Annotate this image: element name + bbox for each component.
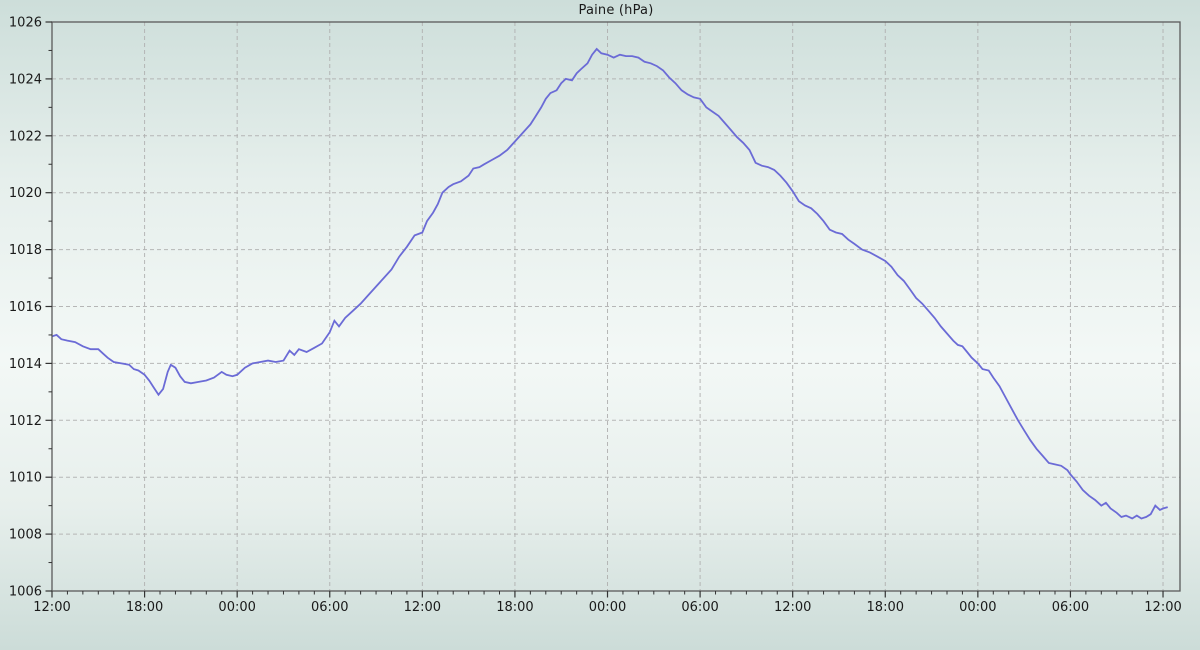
y-axis-tick-label: 1020 xyxy=(9,186,42,201)
x-axis-tick-label: 18:00 xyxy=(496,600,533,615)
x-axis-tick-label: 12:00 xyxy=(33,600,70,615)
x-axis-tick-label: 18:00 xyxy=(126,600,163,615)
x-axis-tick-label: 06:00 xyxy=(1052,600,1089,615)
x-axis-tick-label: 18:00 xyxy=(867,600,904,615)
y-axis-tick-label: 1006 xyxy=(9,585,42,600)
y-axis-tick-label: 1008 xyxy=(9,528,42,543)
x-axis-tick-label: 12:00 xyxy=(404,600,441,615)
chart-title: Paine (hPa) xyxy=(578,3,654,18)
x-axis-tick-label: 06:00 xyxy=(311,600,348,615)
x-axis-tick-label: 12:00 xyxy=(1144,600,1181,615)
y-axis-tick-label: 1026 xyxy=(9,16,42,31)
x-axis-tick-label: 00:00 xyxy=(589,600,626,615)
y-axis-tick-label: 1010 xyxy=(9,471,42,486)
x-axis-tick-label: 06:00 xyxy=(681,600,718,615)
y-axis-tick-label: 1012 xyxy=(9,414,42,429)
x-axis-tick-label: 00:00 xyxy=(959,600,996,615)
y-axis-tick-label: 1016 xyxy=(9,300,42,315)
pressure-line xyxy=(51,47,1168,520)
y-axis-tick-label: 1014 xyxy=(9,357,42,372)
x-axis-tick-label: 00:00 xyxy=(218,600,255,615)
y-axis-tick-label: 1022 xyxy=(9,129,42,144)
x-axis-tick-label: 12:00 xyxy=(774,600,811,615)
y-axis-tick-label: 1024 xyxy=(9,72,42,87)
y-axis-tick-label: 1018 xyxy=(9,243,42,258)
